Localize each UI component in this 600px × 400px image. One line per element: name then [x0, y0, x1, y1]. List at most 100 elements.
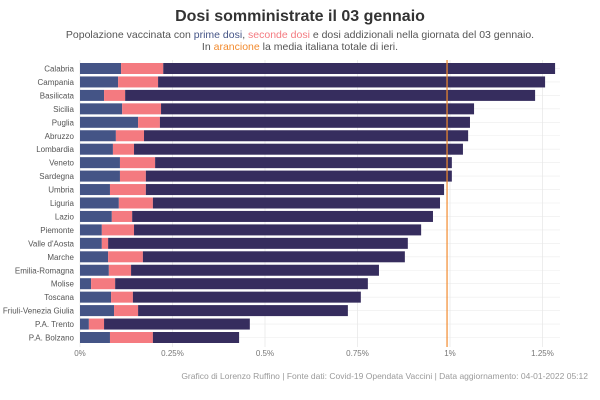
bar-segment-addizionali [145, 184, 445, 196]
bar-segment-seconde [109, 184, 146, 196]
bar-segment-prime [80, 197, 119, 209]
y-tick-label: Sardegna [39, 172, 74, 181]
y-tick-label: Piemonte [40, 226, 74, 235]
bar-segment-seconde [108, 251, 143, 263]
x-tick-label: 0.75% [346, 349, 369, 358]
bar-segment-seconde [104, 89, 126, 101]
bar-segment-addizionali [108, 237, 408, 249]
bar-segment-seconde [138, 116, 160, 128]
subtitle-orange-label: arancione [213, 41, 260, 53]
subtitle-seconde-label: seconde dosi [248, 29, 310, 41]
bar-segment-seconde [112, 143, 135, 155]
bar-segment-addizionali [152, 332, 240, 343]
bars [80, 63, 556, 343]
bar-segment-prime [80, 184, 110, 196]
bar-segment-addizionali [158, 76, 546, 88]
bar-segment-seconde [119, 157, 156, 169]
bar-segment-prime [80, 305, 115, 317]
y-tick-label: Umbria [48, 186, 74, 195]
bar-segment-seconde [121, 63, 164, 74]
bar-segment-prime [80, 264, 109, 276]
subtitle-text: Popolazione vaccinata con [65, 29, 194, 41]
bar-segment-prime [80, 237, 102, 249]
bar-segment-addizionali [152, 197, 441, 209]
y-tick-label: Puglia [52, 118, 75, 127]
bar-segment-addizionali [131, 264, 379, 276]
bar-segment-seconde [118, 197, 153, 209]
subtitle-text: In [201, 41, 214, 53]
bar-segment-addizionali [142, 251, 405, 263]
subtitle-text: , [242, 29, 249, 41]
subtitle-text: e dosi addizionali nella giornata del 03… [309, 29, 535, 41]
bar-segment-seconde [122, 103, 162, 115]
bar-segment-addizionali [161, 103, 475, 115]
y-tick-label: Valle d'Aosta [28, 239, 74, 248]
x-tick-label: 0.25% [161, 349, 184, 358]
y-tick-label: Abruzzo [45, 132, 75, 141]
bar-segment-prime [80, 116, 139, 128]
y-tick-label: Veneto [49, 159, 74, 168]
bar-segment-addizionali [144, 130, 469, 142]
bar-segment-prime [80, 103, 123, 115]
bar-segment-seconde [118, 76, 159, 88]
bar-segment-prime [80, 143, 113, 155]
bar-segment-seconde [101, 224, 135, 236]
bar-segment-seconde [114, 305, 139, 317]
bar-segment-prime [80, 224, 102, 236]
y-tick-label: Toscana [44, 293, 74, 302]
y-tick-label: Emilia-Romagna [15, 266, 75, 275]
bar-segment-prime [80, 76, 119, 88]
bar-segment-seconde [119, 170, 146, 182]
x-axis-labels: 0% 0.25% 0.5% 0.75% 1% 1.25% [74, 349, 554, 358]
y-tick-label: P.A. Bolzano [29, 334, 75, 343]
chart-title: Dosi somministrate il 03 gennaio [175, 8, 425, 25]
bar-segment-prime [80, 63, 122, 74]
bar-segment-addizionali [163, 63, 556, 74]
bar-segment-seconde [101, 237, 109, 249]
x-tick-label: 0% [74, 349, 86, 358]
bar-segment-seconde [88, 318, 105, 330]
bar-segment-addizionali [134, 143, 463, 155]
bar-segment-seconde [111, 291, 133, 303]
y-tick-label: Calabria [44, 65, 74, 74]
bar-segment-addizionali [138, 305, 348, 317]
y-tick-label: Liguria [50, 199, 75, 208]
y-tick-label: Marche [47, 253, 74, 262]
x-tick-label: 1% [444, 349, 456, 358]
bar-segment-addizionali [134, 224, 422, 236]
bar-segment-addizionali [145, 170, 452, 182]
y-tick-label: P.A. Trento [35, 320, 75, 329]
bar-segment-prime [80, 170, 120, 182]
y-tick-label: Molise [51, 280, 75, 289]
x-tick-label: 0.5% [256, 349, 274, 358]
chart-footer: Grafico di Lorenzo Ruffino | Fonte dati:… [181, 371, 588, 381]
bar-segment-prime [80, 89, 105, 101]
x-tick-label: 1.25% [531, 349, 554, 358]
subtitle-text: la media italiana totale di ieri. [259, 41, 399, 53]
chart-subtitle: Popolazione vaccinata con prime dosi, se… [0, 29, 600, 53]
y-axis-labels: Calabria Campania Basilicata Sicilia Puglia A… [3, 65, 75, 343]
subtitle-prime-label: prime dosi [193, 29, 243, 41]
bar-segment-prime [80, 251, 109, 263]
bar-segment-seconde [108, 264, 132, 276]
bar-segment-addizionali [125, 89, 536, 101]
bar-segment-addizionali [159, 116, 470, 128]
bar-segment-addizionali [115, 278, 368, 290]
y-tick-label: Lombardia [36, 145, 74, 154]
bar-segment-prime [80, 318, 89, 330]
bar-segment-seconde [91, 278, 116, 290]
bar-segment-prime [80, 291, 112, 303]
y-tick-label: Friuli-Venezia Giulia [3, 307, 75, 316]
bar-segment-seconde [109, 332, 153, 343]
bar-segment-addizionali [155, 157, 452, 169]
bar-segment-prime [80, 332, 110, 343]
y-tick-label: Lazio [55, 212, 75, 221]
bar-segment-prime [80, 210, 112, 222]
bar-segment-prime [80, 130, 116, 142]
bar-segment-seconde [115, 130, 145, 142]
y-tick-label: Sicilia [53, 105, 74, 114]
bar-segment-prime [80, 278, 92, 290]
bar-segment-addizionali [132, 291, 361, 303]
y-tick-label: Campania [38, 78, 75, 87]
